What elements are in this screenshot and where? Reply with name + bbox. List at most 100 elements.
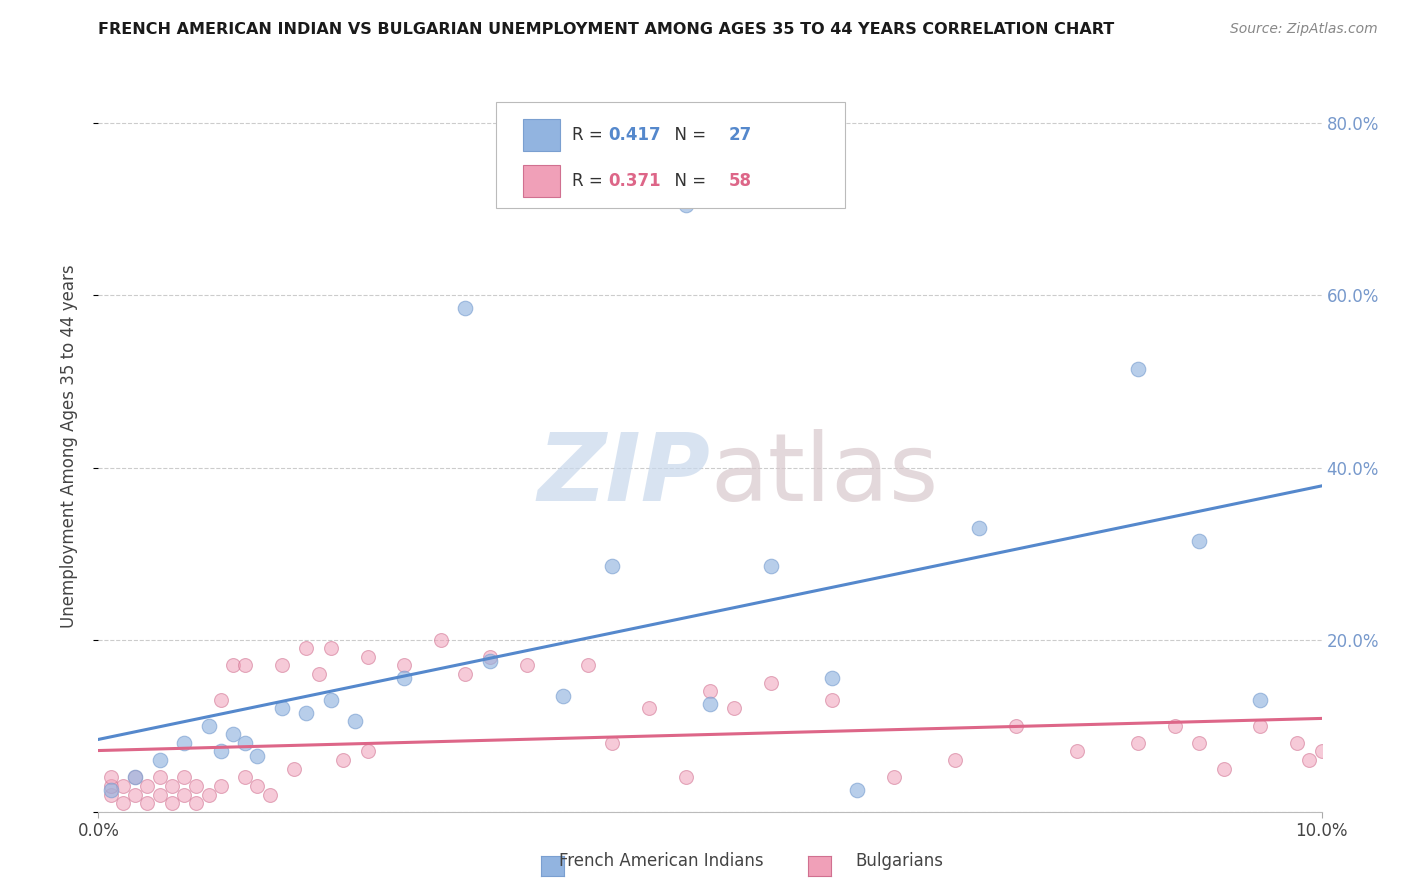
Point bbox=[699, 684, 721, 698]
Point bbox=[319, 641, 342, 656]
Point bbox=[295, 641, 318, 656]
Point bbox=[1249, 693, 1271, 707]
Y-axis label: Unemployment Among Ages 35 to 44 years: Unemployment Among Ages 35 to 44 years bbox=[59, 264, 77, 628]
Point bbox=[173, 788, 195, 802]
Point bbox=[845, 783, 868, 797]
Point bbox=[478, 649, 501, 664]
Point bbox=[233, 770, 256, 784]
Text: N =: N = bbox=[664, 172, 711, 190]
Point bbox=[675, 198, 697, 212]
Point bbox=[270, 658, 292, 673]
Point bbox=[1164, 719, 1187, 733]
Point bbox=[1188, 533, 1211, 548]
Point bbox=[270, 701, 292, 715]
Point bbox=[197, 788, 219, 802]
Point bbox=[111, 796, 134, 810]
Point bbox=[100, 770, 122, 784]
Text: ZIP: ZIP bbox=[537, 429, 710, 521]
Point bbox=[478, 654, 501, 668]
Point bbox=[454, 301, 477, 316]
Text: 0.417: 0.417 bbox=[609, 126, 661, 145]
Point bbox=[173, 770, 195, 784]
Point bbox=[209, 744, 232, 758]
Point bbox=[186, 796, 208, 810]
Point bbox=[209, 779, 232, 793]
Point bbox=[308, 667, 330, 681]
Point bbox=[553, 689, 575, 703]
Point bbox=[600, 559, 623, 574]
Text: FRENCH AMERICAN INDIAN VS BULGARIAN UNEMPLOYMENT AMONG AGES 35 TO 44 YEARS CORRE: FRENCH AMERICAN INDIAN VS BULGARIAN UNEM… bbox=[98, 22, 1115, 37]
Point bbox=[967, 521, 990, 535]
Text: French American Indians: French American Indians bbox=[558, 852, 763, 870]
Point bbox=[149, 770, 172, 784]
Point bbox=[246, 748, 269, 763]
Point bbox=[160, 779, 183, 793]
Point bbox=[699, 697, 721, 711]
Point bbox=[197, 719, 219, 733]
Point bbox=[344, 714, 367, 729]
Point bbox=[124, 788, 146, 802]
Point bbox=[136, 796, 159, 810]
Text: N =: N = bbox=[664, 126, 711, 145]
Point bbox=[759, 675, 782, 690]
Point bbox=[295, 706, 318, 720]
Point bbox=[319, 693, 342, 707]
Point bbox=[600, 736, 623, 750]
Text: 0.371: 0.371 bbox=[609, 172, 661, 190]
Point bbox=[246, 779, 269, 793]
Text: R =: R = bbox=[572, 172, 607, 190]
Point bbox=[821, 693, 844, 707]
Point bbox=[136, 779, 159, 793]
Text: Bulgarians: Bulgarians bbox=[856, 852, 943, 870]
Point bbox=[173, 736, 195, 750]
Point bbox=[1128, 361, 1150, 376]
Bar bbox=[523, 120, 560, 151]
Text: 27: 27 bbox=[728, 126, 752, 145]
Point bbox=[430, 632, 453, 647]
Text: 58: 58 bbox=[728, 172, 751, 190]
Point bbox=[1066, 744, 1088, 758]
Point bbox=[111, 779, 134, 793]
Point bbox=[1128, 736, 1150, 750]
Point bbox=[759, 559, 782, 574]
Point bbox=[124, 770, 146, 784]
Point bbox=[576, 658, 599, 673]
Point bbox=[209, 693, 232, 707]
Point bbox=[233, 736, 256, 750]
Text: atlas: atlas bbox=[710, 429, 938, 521]
Point bbox=[516, 658, 538, 673]
Point bbox=[100, 779, 122, 793]
Point bbox=[883, 770, 905, 784]
Point bbox=[1286, 736, 1309, 750]
Point bbox=[392, 671, 416, 685]
Point bbox=[222, 727, 245, 741]
Point bbox=[332, 753, 354, 767]
Point bbox=[149, 753, 172, 767]
Point bbox=[233, 658, 256, 673]
Point bbox=[149, 788, 172, 802]
Point bbox=[675, 770, 697, 784]
Point bbox=[1249, 719, 1271, 733]
Point bbox=[1004, 719, 1026, 733]
Point bbox=[100, 783, 122, 797]
Point bbox=[283, 762, 305, 776]
Point bbox=[1188, 736, 1211, 750]
Text: R =: R = bbox=[572, 126, 607, 145]
Text: Source: ZipAtlas.com: Source: ZipAtlas.com bbox=[1230, 22, 1378, 37]
Point bbox=[186, 779, 208, 793]
Point bbox=[160, 796, 183, 810]
Point bbox=[356, 744, 378, 758]
FancyBboxPatch shape bbox=[496, 103, 845, 209]
Point bbox=[1298, 753, 1320, 767]
Point bbox=[259, 788, 281, 802]
Point bbox=[454, 667, 477, 681]
Point bbox=[723, 701, 745, 715]
Point bbox=[392, 658, 416, 673]
Point bbox=[1212, 762, 1234, 776]
Point bbox=[637, 701, 661, 715]
Point bbox=[1310, 744, 1333, 758]
Bar bbox=[523, 165, 560, 197]
Point bbox=[124, 770, 146, 784]
Point bbox=[943, 753, 966, 767]
Point bbox=[100, 788, 122, 802]
